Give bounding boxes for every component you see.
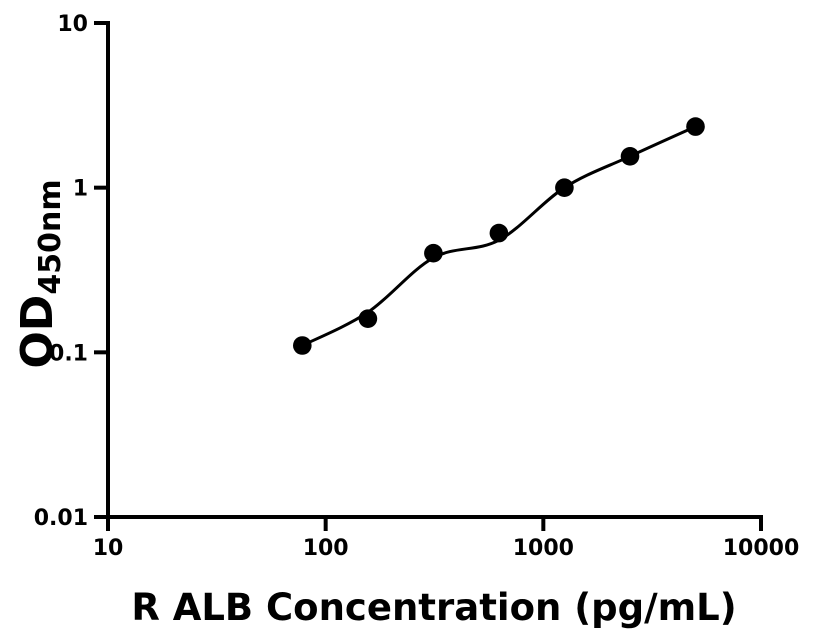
data-point <box>555 178 574 197</box>
data-point <box>293 336 312 355</box>
x-tick-label: 10000 <box>723 536 800 561</box>
axes <box>94 21 763 531</box>
y-axis-title-main: OD <box>12 295 63 369</box>
y-tick-label: 10 <box>57 12 88 37</box>
y-tick-label: 0.01 <box>34 506 88 531</box>
x-tick-label: 10 <box>93 536 124 561</box>
y-tick-label: 0.1 <box>49 341 88 366</box>
data-point <box>424 243 443 263</box>
data-point <box>686 117 705 136</box>
y-axis-title: OD450nm <box>12 179 68 368</box>
data-point <box>358 309 378 329</box>
x-tick-label: 1000 <box>513 536 574 561</box>
data-points <box>293 117 705 355</box>
tick-labels: 10 100 1000 10000 10 1 0.1 0.01 <box>34 12 800 561</box>
y-axis-title-subscript: 450nm <box>33 179 68 294</box>
x-axis-title: R ALB Concentration (pg/mL) <box>131 586 736 629</box>
x-tick-label: 100 <box>303 536 349 561</box>
data-point <box>620 147 640 166</box>
data-point <box>489 223 509 243</box>
y-tick-label: 1 <box>73 177 88 202</box>
